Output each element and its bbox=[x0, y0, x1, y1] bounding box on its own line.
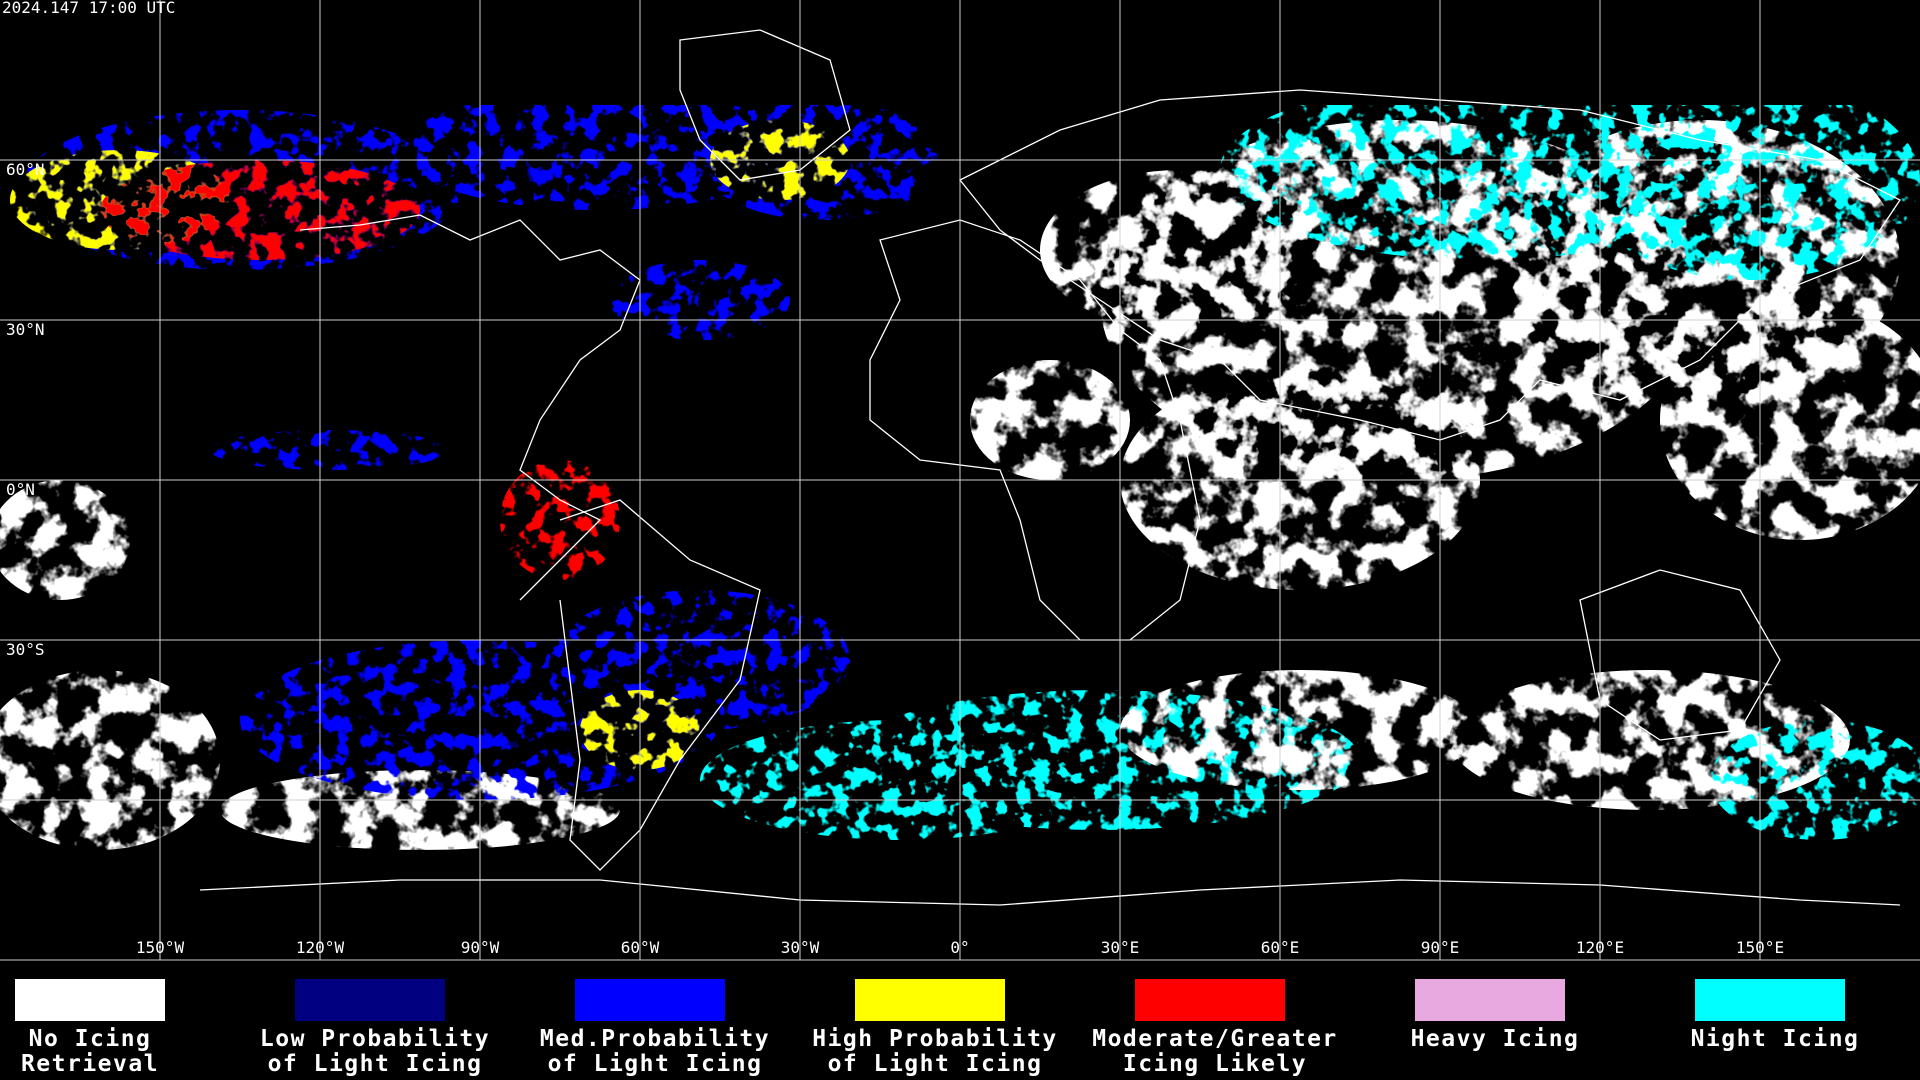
cloud-region bbox=[1710, 720, 1920, 840]
cloud-region bbox=[400, 90, 800, 210]
longitude-label: 150°W bbox=[136, 938, 185, 957]
legend-label: Heavy Icing bbox=[1411, 1026, 1580, 1052]
cloud-region bbox=[1580, 80, 1920, 280]
legend-label: Med.Probability bbox=[540, 1026, 770, 1052]
longitude-label: 90°E bbox=[1421, 938, 1460, 957]
cloud-region bbox=[700, 720, 1100, 840]
latitude-label: 30°N bbox=[6, 320, 45, 339]
cloud-region bbox=[210, 430, 450, 470]
legend-label: of Light Icing bbox=[548, 1051, 763, 1077]
legend-swatch bbox=[1695, 979, 1845, 1021]
graticule bbox=[0, 0, 1920, 961]
legend-label: Night Icing bbox=[1691, 1026, 1860, 1052]
legend-swatch bbox=[15, 979, 165, 1021]
cloud-region bbox=[100, 160, 420, 260]
longitude-label: 120°W bbox=[296, 938, 345, 957]
legend-label: Moderate/Greater bbox=[1092, 1026, 1338, 1052]
longitude-label: 30°E bbox=[1101, 938, 1140, 957]
legend-label: Low Probability bbox=[260, 1026, 490, 1052]
legend-swatch bbox=[295, 979, 445, 1021]
cloud-region bbox=[1040, 170, 1320, 330]
legend-label: of Light Icing bbox=[828, 1051, 1043, 1077]
longitude-label: 60°E bbox=[1261, 938, 1300, 957]
timestamp: 2024.147 17:00 UTC bbox=[2, 0, 175, 17]
legend-label: Icing Likely bbox=[1123, 1051, 1307, 1077]
legend-swatch bbox=[1135, 979, 1285, 1021]
longitude-label: 30°W bbox=[781, 938, 820, 957]
legend-label: Retrieval bbox=[21, 1051, 159, 1077]
latitude-label: 0°N bbox=[6, 480, 35, 499]
longitude-label: 60°W bbox=[621, 938, 660, 957]
cloud-region bbox=[610, 260, 790, 340]
legend-swatch bbox=[1415, 979, 1565, 1021]
legend-swatch bbox=[575, 979, 725, 1021]
latitude-label: 30°S bbox=[6, 640, 45, 659]
cloud-region bbox=[0, 480, 130, 600]
legend-label: of Light Icing bbox=[268, 1051, 483, 1077]
cloud-region bbox=[0, 670, 220, 850]
latitude-label: 60°N bbox=[6, 160, 45, 179]
longitude-label: 150°E bbox=[1736, 938, 1784, 957]
longitude-label: 120°E bbox=[1576, 938, 1624, 957]
legend-label: No Icing bbox=[29, 1026, 152, 1052]
longitude-label: 90°W bbox=[461, 938, 500, 957]
legend-swatch bbox=[855, 979, 1005, 1021]
cloud-region bbox=[970, 360, 1130, 480]
cloud-region bbox=[1120, 670, 1480, 790]
longitude-label: 0° bbox=[950, 938, 969, 957]
legend-label: High Probability bbox=[812, 1026, 1058, 1052]
